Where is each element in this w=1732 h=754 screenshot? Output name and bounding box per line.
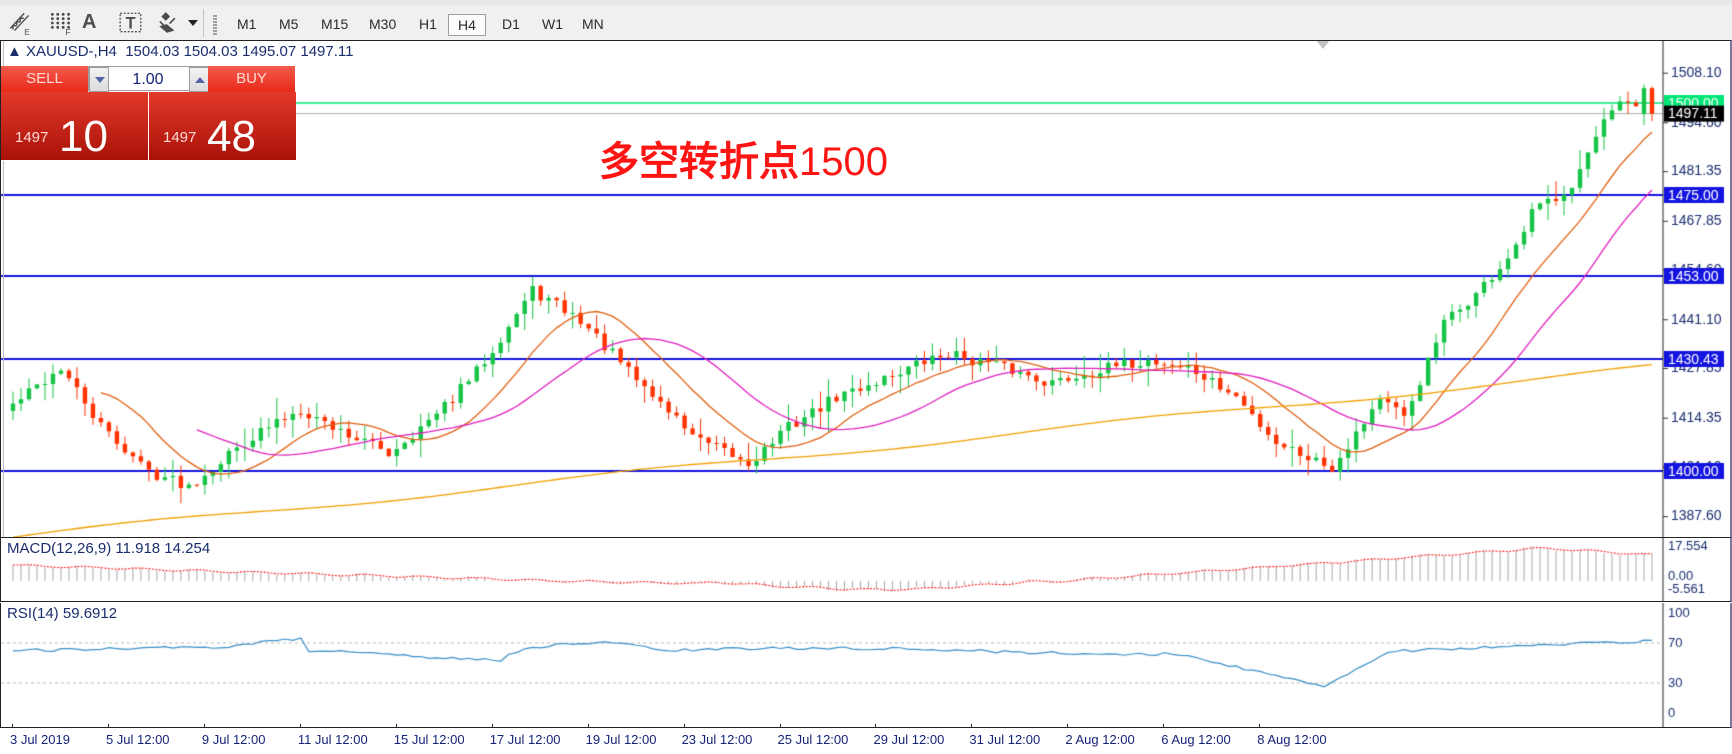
svg-text:E: E	[24, 28, 30, 36]
svg-text:F: F	[65, 27, 70, 36]
svg-text:T: T	[126, 14, 136, 32]
